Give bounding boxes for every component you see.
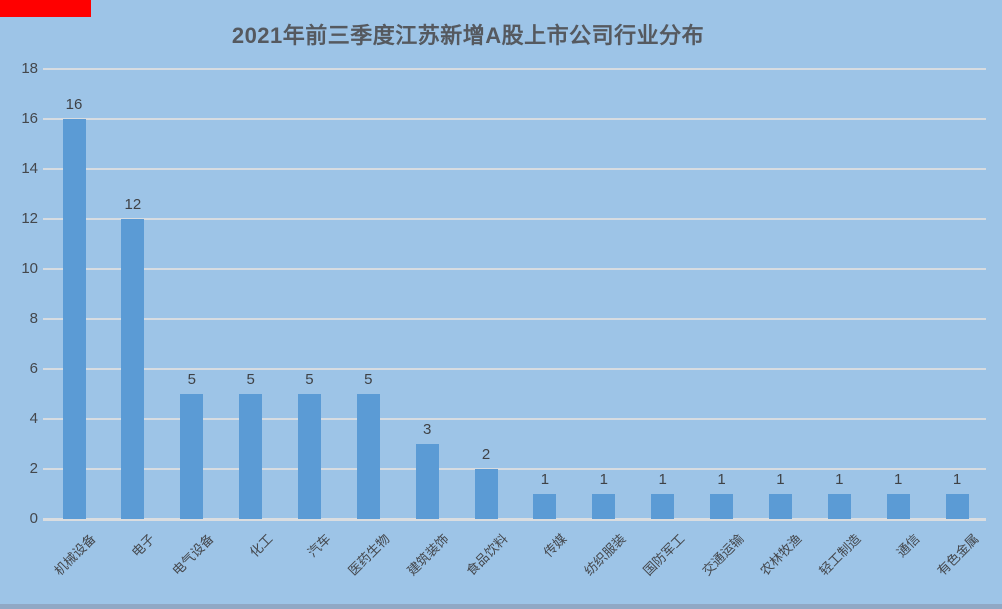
- x-axis-label: 汽车: [305, 531, 335, 561]
- y-axis-label: 18: [21, 60, 38, 77]
- y-axis-label: 4: [29, 410, 38, 427]
- bar: [180, 394, 204, 519]
- gridline: [43, 68, 986, 70]
- bar-value-label: 1: [894, 471, 903, 488]
- bar-value-label: 5: [305, 371, 314, 388]
- bar: [827, 494, 851, 519]
- bar-value-label: 12: [124, 196, 142, 213]
- x-axis-label: 建筑装饰: [404, 531, 452, 579]
- bar: [886, 494, 910, 519]
- x-axis-label: 纺织服装: [581, 531, 629, 579]
- x-axis-label: 医药生物: [345, 531, 393, 579]
- gridline: [43, 368, 986, 370]
- bar: [533, 494, 557, 519]
- bar: [945, 494, 969, 519]
- bar-value-label: 3: [423, 421, 432, 438]
- x-axis-label: 化工: [246, 531, 276, 561]
- y-axis-label: 12: [21, 210, 38, 227]
- chart-title: 2021年前三季度江苏新增A股上市公司行业分布: [231, 23, 705, 48]
- bar: [121, 219, 145, 519]
- gridline: [43, 468, 986, 470]
- y-axis-label: 8: [29, 310, 38, 327]
- gridline: [43, 268, 986, 270]
- red-marker-rect: [0, 0, 91, 17]
- x-axis-label: 轻工制造: [816, 531, 864, 579]
- y-axis-label: 16: [21, 110, 38, 127]
- bar: [474, 469, 498, 519]
- gridline: [43, 218, 986, 220]
- y-axis-label: 2: [29, 460, 38, 477]
- gridline: [43, 118, 986, 120]
- x-axis-label: 有色金属: [934, 531, 982, 579]
- bar-value-label: 1: [952, 471, 962, 488]
- bar-value-label: 5: [246, 371, 255, 388]
- bar-value-label: 5: [187, 371, 196, 388]
- x-axis-label: 电气设备: [168, 531, 217, 579]
- gridline: [43, 418, 986, 420]
- x-axis-label: 电子: [128, 531, 158, 561]
- x-axis-label: 传媒: [540, 531, 570, 561]
- y-axis-label: 10: [21, 260, 38, 277]
- x-axis-label: 国防军工: [639, 531, 688, 579]
- bar: [239, 394, 263, 519]
- gridline: [43, 168, 986, 170]
- bar-value-label: 1: [835, 471, 844, 488]
- bar-value-label: 1: [717, 471, 726, 488]
- x-axis-label: 机械设备: [51, 531, 99, 579]
- bar: [768, 494, 792, 519]
- bar-value-label: 16: [65, 96, 83, 113]
- bar-value-label: 1: [540, 471, 550, 488]
- bar-value-label: 5: [364, 371, 373, 388]
- bar: [297, 394, 321, 519]
- bottom-strip: [0, 604, 1002, 609]
- y-axis-label: 6: [29, 360, 38, 377]
- bar: [62, 119, 86, 519]
- bar-value-label: 1: [658, 471, 667, 488]
- bar: [710, 494, 734, 519]
- bar-value-label: 1: [599, 471, 608, 488]
- bar: [356, 394, 380, 519]
- bar: [651, 494, 675, 519]
- gridline: [43, 318, 986, 320]
- y-axis-label: 14: [21, 160, 38, 177]
- x-axis-label: 食品饮料: [463, 531, 511, 579]
- bar: [415, 444, 439, 519]
- bar: [592, 494, 616, 519]
- x-axis-label: 农林牧渔: [757, 531, 806, 579]
- x-axis-label: 通信: [893, 531, 923, 561]
- bar-value-label: 2: [481, 446, 491, 463]
- x-axis-line: [43, 518, 986, 521]
- y-axis-label: 0: [29, 510, 38, 527]
- bar-value-label: 1: [776, 471, 785, 488]
- x-axis-label: 交通运输: [698, 531, 747, 579]
